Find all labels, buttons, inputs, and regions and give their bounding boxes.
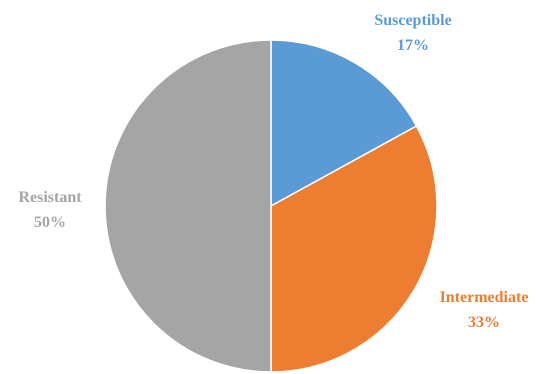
pie-labels: Susceptible 17% Intermediate 33% Resistant 50… — [18, 12, 528, 331]
slice-value-label-susceptible: 17% — [397, 37, 429, 54]
pie-slice-susceptible — [270, 39, 418, 208]
pie-slice-intermediate — [270, 125, 438, 373]
pie-slices — [104, 39, 438, 373]
slice-name-label-intermediate: Intermediate — [440, 289, 529, 306]
pie-slice-resistant — [104, 39, 272, 373]
slice-name-label-resistant: Resistant — [18, 189, 82, 206]
slice-value-label-intermediate: 33% — [468, 314, 500, 331]
slice-name-label-susceptible: Susceptible — [374, 12, 451, 29]
slice-value-label-resistant: 50% — [34, 214, 66, 231]
